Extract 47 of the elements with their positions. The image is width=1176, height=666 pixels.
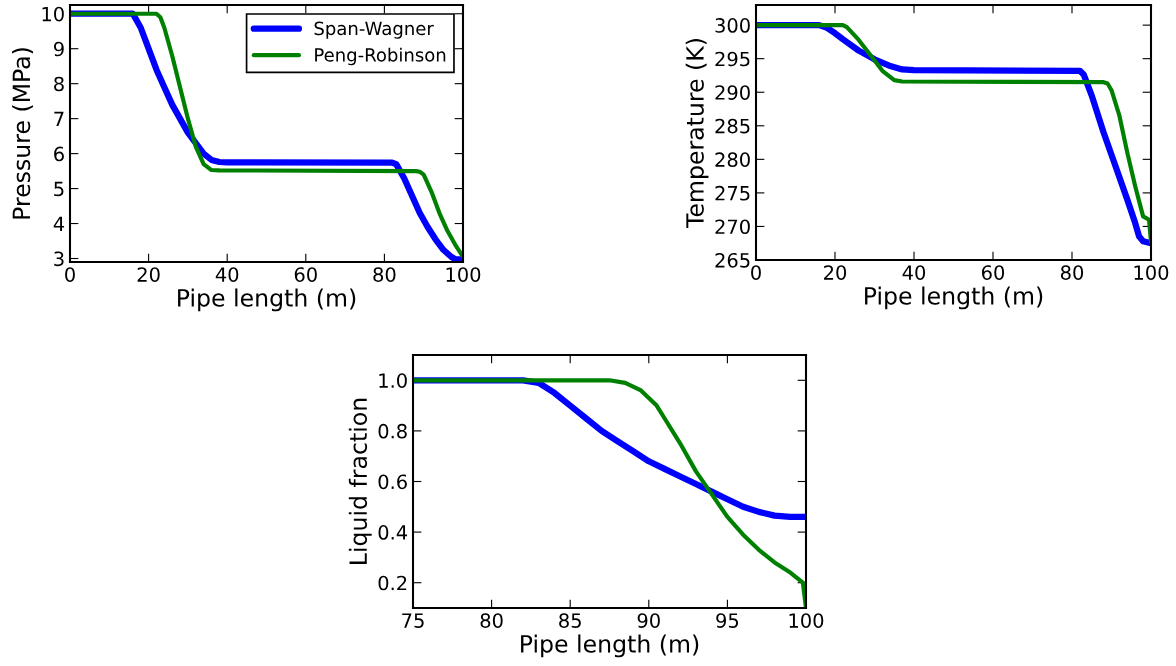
x-tick-label: 60 (981, 265, 1005, 280)
y-tick-label: 300 (715, 18, 750, 33)
y-tick-label: 265 (715, 252, 750, 268)
x-tick-label: 100 (789, 613, 824, 628)
y-tick-label: 4 (53, 216, 65, 231)
x-tick-label: 95 (716, 613, 739, 628)
x-tick-label: 100 (446, 267, 481, 282)
y-tick-label: 1.0 (379, 373, 407, 388)
y-tick-label: 275 (715, 185, 750, 201)
legend-label: Span-Wagner (314, 21, 434, 39)
x-tick-label: 100 (1134, 265, 1169, 280)
y-tick-label: 5 (54, 181, 64, 197)
x-tick-label: 0 (65, 267, 75, 282)
y-tick-label: 290 (715, 85, 750, 100)
y-axis-title: Pressure (MPa) (12, 48, 34, 219)
x-tick-label: 85 (559, 613, 581, 628)
x-tick-label: 90 (637, 613, 660, 628)
y-tick-label: 3 (54, 251, 64, 267)
x-axis-title: Pipe length (m) (521, 634, 699, 658)
y-tick-label: 0.2 (378, 575, 407, 591)
x-tick-label: 60 (294, 267, 317, 282)
x-tick-label: 0 (751, 265, 761, 280)
x-tick-label: 75 (402, 613, 424, 628)
legend-label: Peng-Robinson (315, 47, 446, 66)
y-tick-label: 295 (715, 51, 750, 67)
y-tick-label: 0.8 (378, 423, 407, 439)
x-tick-label: 20 (137, 267, 160, 282)
x-axis-title: Pipe length (m) (178, 288, 356, 312)
y-tick-label: 285 (715, 118, 750, 134)
y-tick-label: 10 (42, 6, 64, 22)
x-tick-label: 20 (824, 265, 847, 280)
x-tick-label: 40 (902, 265, 926, 280)
y-tick-label: 8 (54, 76, 64, 92)
y-tick-label: 6 (54, 146, 64, 162)
x-axis-title: Pipe length (m) (865, 286, 1043, 310)
y-axis-title: Temperature (K) (685, 39, 709, 229)
y-tick-label: 0.4 (378, 525, 408, 540)
y-axis-title: Liquid fraction (348, 398, 372, 564)
x-tick-label: 80 (1060, 265, 1084, 280)
y-tick-label: 270 (715, 219, 750, 235)
y-tick-label: 280 (715, 152, 750, 168)
y-tick-label: 7 (54, 111, 64, 127)
x-tick-label: 80 (373, 267, 396, 282)
x-tick-label: 80 (480, 613, 503, 628)
y-tick-label: 0.6 (378, 474, 407, 490)
x-tick-label: 40 (215, 267, 239, 282)
y-tick-label: 9 (53, 41, 64, 57)
